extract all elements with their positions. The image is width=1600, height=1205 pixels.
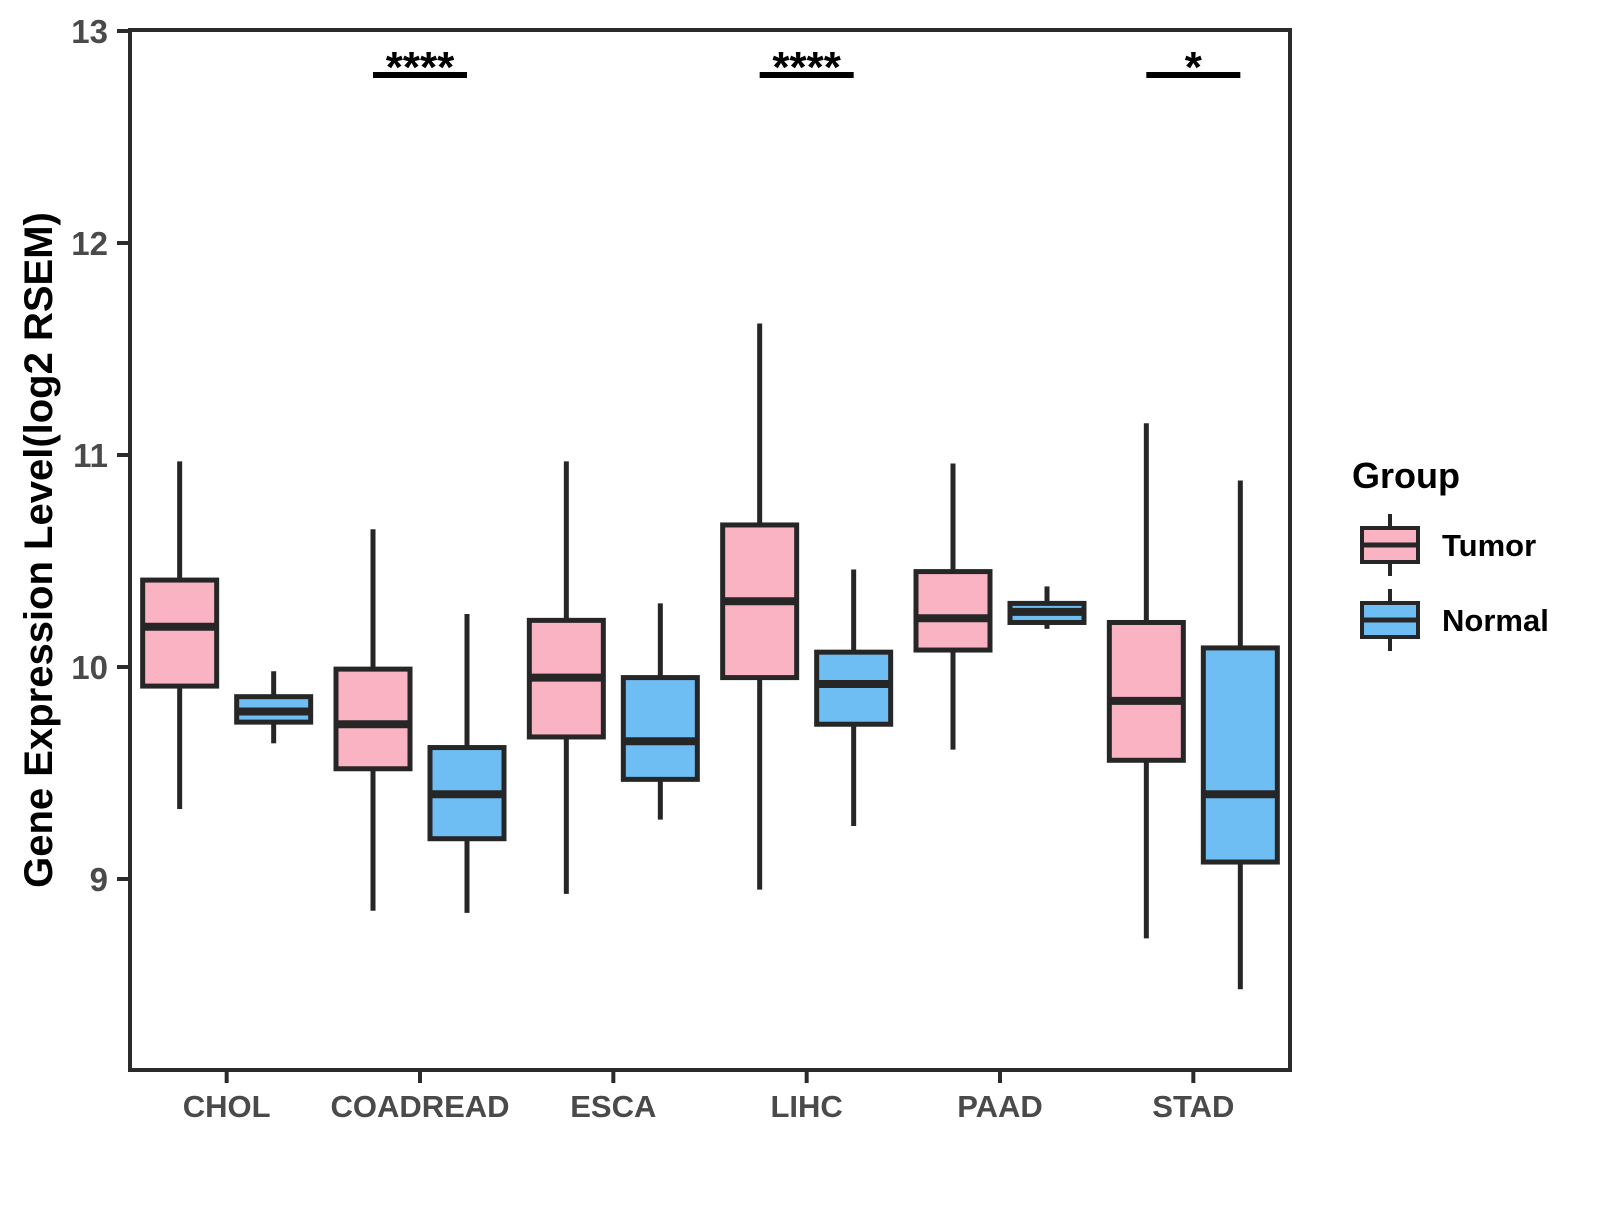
y-axis-tick-label: 10 bbox=[71, 649, 108, 686]
x-axis-category-label: CHOL bbox=[183, 1089, 271, 1124]
x-axis-category-label: PAAD bbox=[957, 1089, 1043, 1124]
y-axis-tick-label: 13 bbox=[71, 13, 108, 50]
box-tumor-chol bbox=[140, 577, 220, 689]
significance-stars-lihc: **** bbox=[772, 43, 841, 92]
x-axis-category-label: LIHC bbox=[771, 1089, 843, 1124]
x-axis-category-label: COADREAD bbox=[330, 1089, 509, 1124]
box-tumor-coadread bbox=[333, 666, 413, 772]
significance-stars-stad: * bbox=[1185, 43, 1203, 92]
legend-label-normal: Normal bbox=[1442, 603, 1549, 638]
panel-border bbox=[128, 28, 1292, 1072]
x-axis-category-label: ESCA bbox=[570, 1089, 656, 1124]
box-normal-stad bbox=[1200, 645, 1280, 865]
y-axis-title: Gene Expression Level(log2 RSEM) bbox=[17, 212, 61, 888]
legend-label-tumor: Tumor bbox=[1442, 528, 1536, 563]
box-normal-esca bbox=[620, 675, 700, 782]
box-normal-lihc bbox=[814, 649, 894, 727]
y-axis-tick-label: 12 bbox=[71, 225, 108, 262]
box-tumor-paad bbox=[913, 569, 993, 653]
box-tumor-stad bbox=[1106, 619, 1186, 763]
significance-stars-coadread: **** bbox=[386, 43, 455, 92]
x-axis-category-label: STAD bbox=[1152, 1089, 1234, 1124]
y-axis-tick-label: 9 bbox=[90, 861, 108, 898]
y-axis-tick-label: 11 bbox=[73, 437, 108, 474]
legend-title: Group bbox=[1352, 455, 1460, 496]
